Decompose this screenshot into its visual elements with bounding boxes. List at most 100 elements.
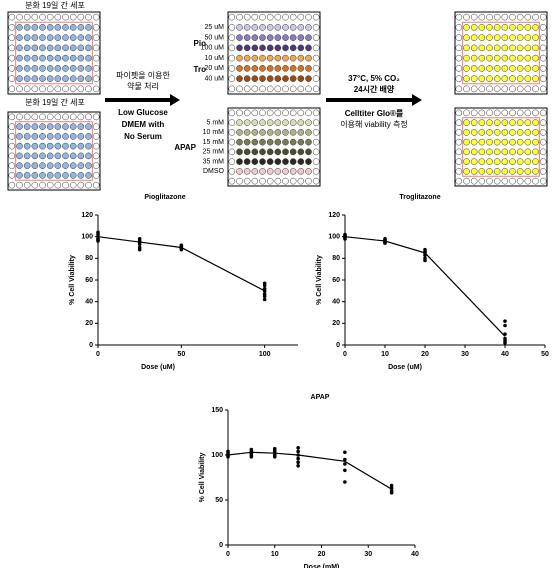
well xyxy=(493,54,501,62)
x-tick-label: 10 xyxy=(271,551,279,558)
well xyxy=(516,109,524,117)
well xyxy=(524,109,532,117)
well xyxy=(69,181,77,189)
well xyxy=(509,129,516,136)
well xyxy=(478,148,486,156)
well xyxy=(228,85,236,93)
well xyxy=(463,44,470,52)
well xyxy=(463,129,470,136)
well xyxy=(92,181,100,189)
well xyxy=(516,158,524,165)
well xyxy=(305,85,312,93)
well xyxy=(539,129,547,136)
well xyxy=(243,119,251,126)
well xyxy=(305,75,312,82)
well xyxy=(251,177,259,185)
well xyxy=(305,65,312,72)
y-tick-label: 20 xyxy=(85,320,93,327)
well xyxy=(266,54,274,62)
well xyxy=(251,65,259,72)
well xyxy=(77,24,85,31)
well xyxy=(243,24,251,31)
well xyxy=(46,24,54,31)
well xyxy=(289,158,297,165)
x-tick-label: 20 xyxy=(421,351,429,358)
well xyxy=(62,152,69,160)
well xyxy=(259,34,266,41)
well xyxy=(77,85,85,93)
well xyxy=(39,162,46,169)
well xyxy=(539,54,547,62)
well xyxy=(39,44,46,52)
well xyxy=(463,65,470,72)
well xyxy=(289,129,297,136)
well xyxy=(455,158,463,165)
well xyxy=(62,123,69,130)
well xyxy=(516,119,524,126)
row-label: 10 mM xyxy=(203,129,225,136)
y-tick-label: 100 xyxy=(211,452,223,459)
y-tick-label: 150 xyxy=(211,407,223,414)
well xyxy=(85,162,92,169)
x-tick-label: 50 xyxy=(541,351,549,358)
well xyxy=(54,34,62,41)
well xyxy=(312,177,320,185)
well xyxy=(289,65,297,72)
group-label: Pio xyxy=(194,39,207,48)
well xyxy=(478,34,486,41)
well xyxy=(509,54,516,62)
well xyxy=(236,34,243,41)
well xyxy=(251,148,259,156)
well xyxy=(39,54,46,62)
well xyxy=(493,85,501,93)
well xyxy=(501,119,509,126)
well xyxy=(266,177,274,185)
data-point xyxy=(296,464,300,468)
well xyxy=(455,129,463,136)
well xyxy=(259,109,266,117)
x-tick-label: 10 xyxy=(381,351,389,358)
data-point xyxy=(262,294,267,299)
well xyxy=(524,75,532,82)
x-tick-label: 30 xyxy=(461,351,469,358)
well xyxy=(516,129,524,136)
well xyxy=(266,24,274,31)
y-tick-label: 100 xyxy=(81,234,93,241)
well xyxy=(312,158,320,165)
well xyxy=(46,34,54,41)
well xyxy=(524,119,532,126)
well xyxy=(85,44,92,52)
well xyxy=(39,172,46,179)
well xyxy=(46,152,54,160)
data-point xyxy=(389,486,394,491)
well xyxy=(501,168,509,175)
well xyxy=(39,85,46,93)
well xyxy=(486,158,493,165)
well xyxy=(228,119,236,126)
well xyxy=(289,85,297,93)
well xyxy=(455,65,463,72)
well xyxy=(39,142,46,150)
well xyxy=(266,109,274,117)
x-tick-label: 0 xyxy=(96,351,100,358)
well xyxy=(493,65,501,72)
well xyxy=(297,119,305,126)
data-point xyxy=(249,455,254,459)
well xyxy=(16,142,23,150)
well xyxy=(501,24,509,31)
well xyxy=(259,65,266,72)
well xyxy=(312,148,320,156)
chart-title: APAP xyxy=(311,394,330,401)
chart-title: Pioglitazone xyxy=(144,194,185,201)
well xyxy=(539,34,547,41)
x-tick-label: 30 xyxy=(364,551,372,558)
well xyxy=(259,168,266,175)
well xyxy=(85,54,92,62)
well xyxy=(54,113,62,121)
well xyxy=(274,34,282,41)
well xyxy=(532,158,539,165)
x-tick-label: 0 xyxy=(226,551,230,558)
arrow-text: 24시간 배양 xyxy=(354,84,395,94)
well xyxy=(470,54,478,62)
well xyxy=(274,109,282,117)
